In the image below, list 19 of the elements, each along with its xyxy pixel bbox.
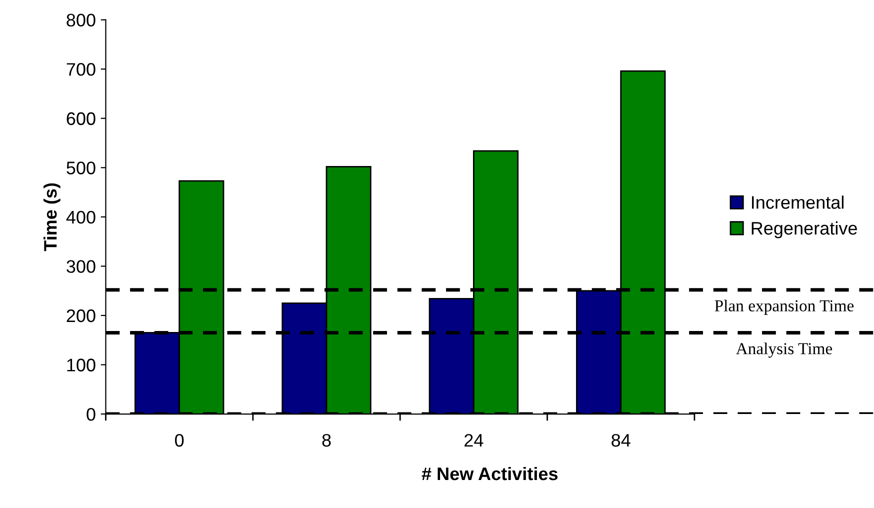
ref-line-label: Plan expansion Time <box>714 300 854 315</box>
x-tick-label: 84 <box>612 434 630 447</box>
y-tick-label: 400 <box>66 210 96 224</box>
y-tick-label: 200 <box>66 309 96 322</box>
y-tick-label: 100 <box>67 358 96 372</box>
ref-line-label: Analysis Time <box>736 342 832 358</box>
x-tick-label: 0 <box>175 434 184 447</box>
y-tick-label: 300 <box>66 260 96 273</box>
y-tick-label: 600 <box>66 112 96 126</box>
x-tick-label: 8 <box>322 434 331 447</box>
y-tick-label: 800 <box>66 14 96 27</box>
x-axis-title: # New Activities <box>422 466 558 480</box>
y-tick-label: 0 <box>86 408 96 421</box>
legend-label: Regenerative <box>752 221 857 238</box>
y-tick-label: 500 <box>66 162 96 174</box>
x-tick-label: 24 <box>464 434 484 447</box>
legend-label: Incremental <box>752 196 844 209</box>
y-tick-label: 700 <box>66 63 96 76</box>
y-axis-title: Time (s) <box>44 183 60 252</box>
